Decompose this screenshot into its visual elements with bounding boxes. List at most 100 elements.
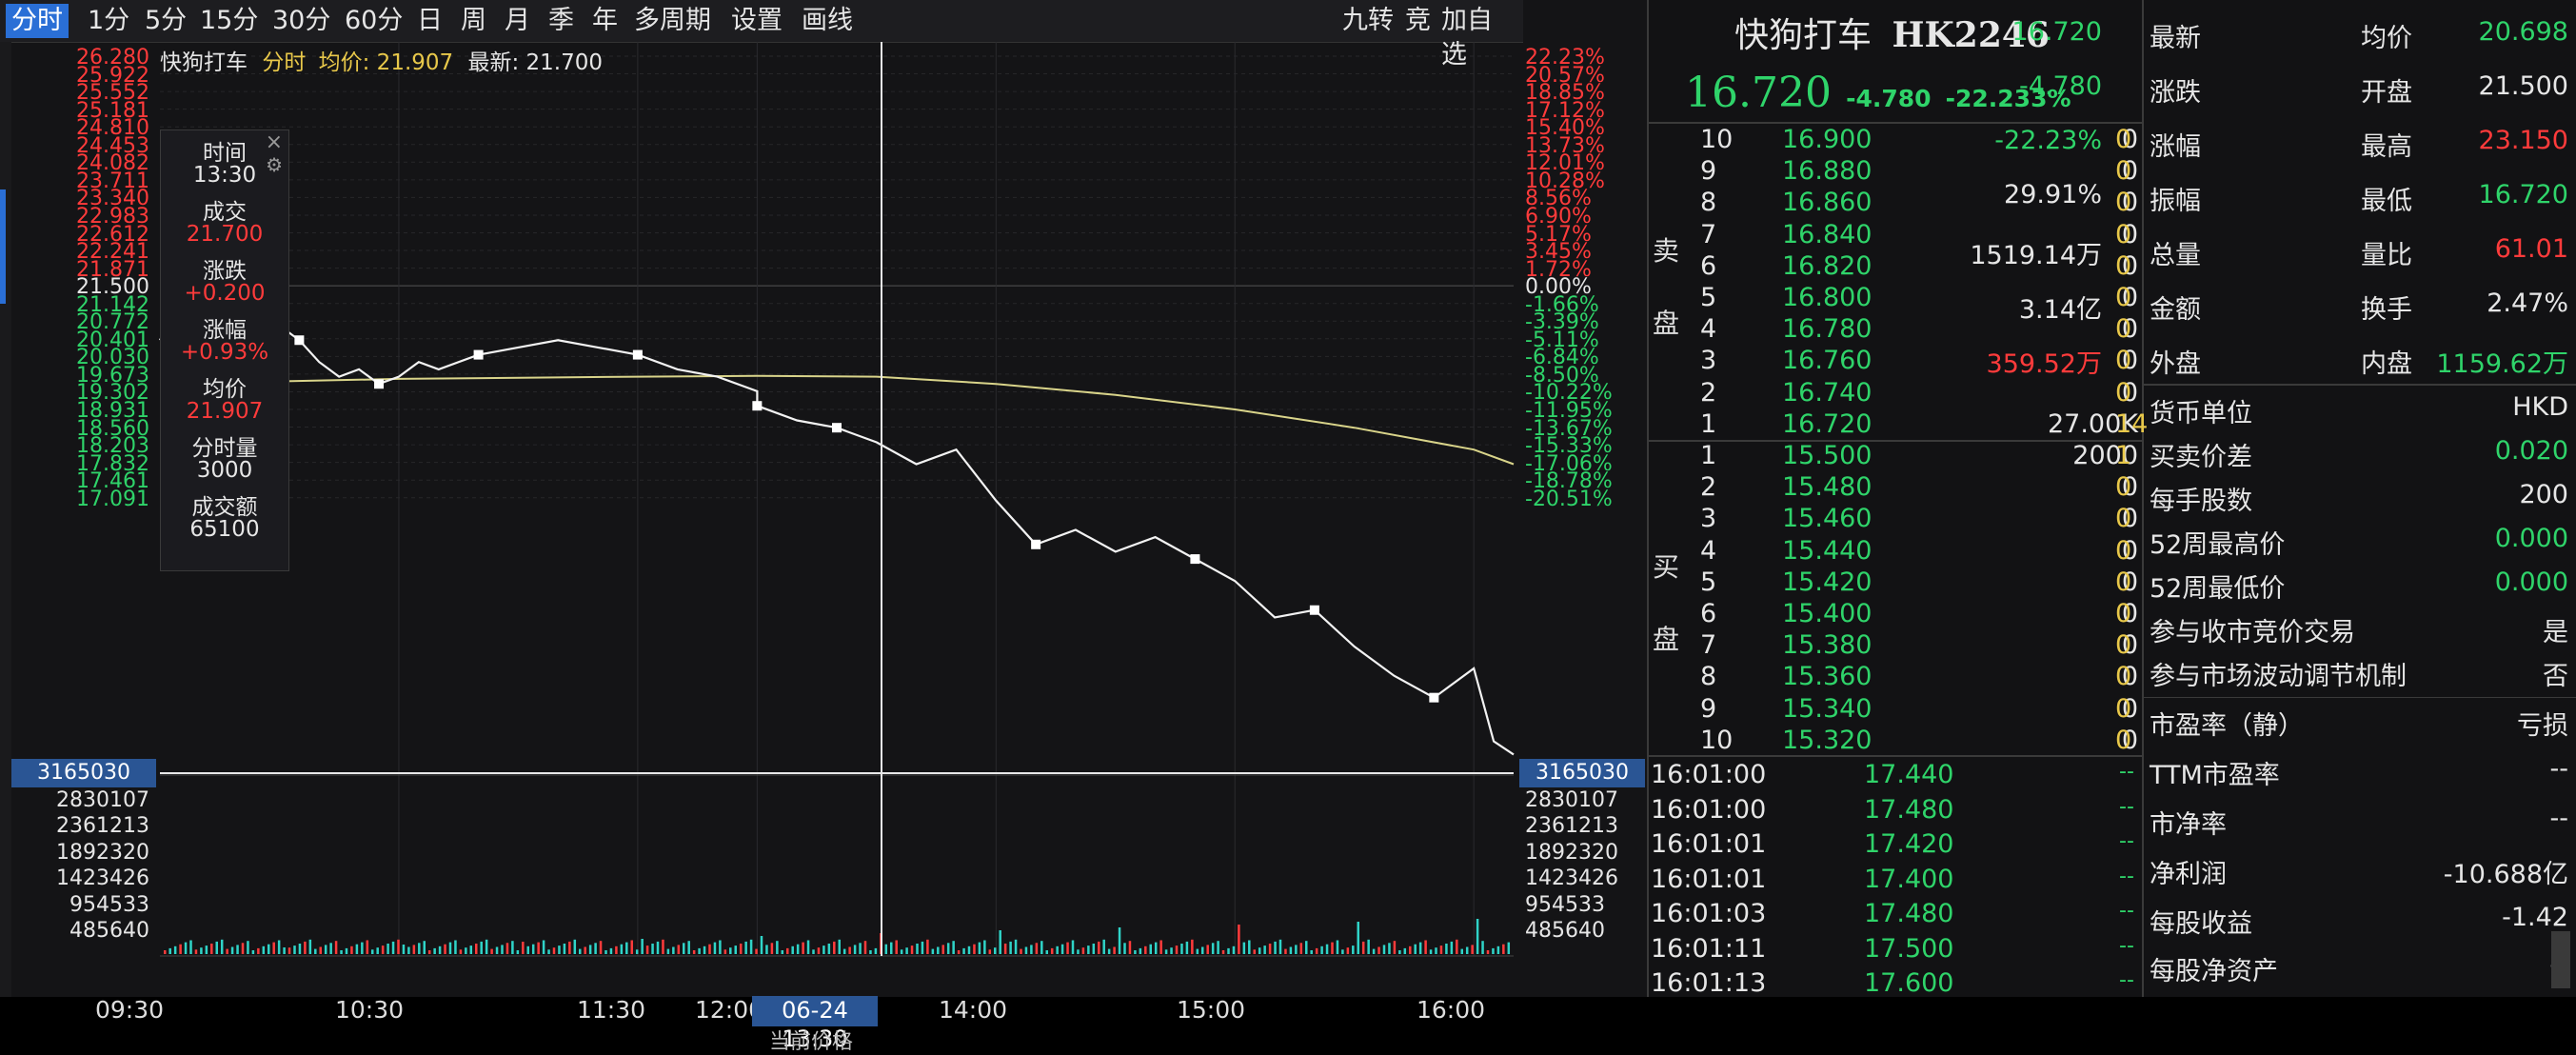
book-level: 10 — [1700, 125, 1734, 154]
volume-bar — [189, 940, 192, 954]
volume-bar — [475, 944, 478, 954]
volume-bar — [220, 939, 224, 954]
book-price[interactable]: 15.360 — [1782, 662, 1873, 692]
volume-bar — [1352, 946, 1355, 954]
volume-tick-right: 2830107 — [1525, 787, 1618, 812]
quote-change: -4.780 — [1846, 85, 1932, 112]
price-tick: 24.453 — [76, 133, 149, 158]
book-price[interactable]: 16.840 — [1782, 219, 1873, 249]
tab-15min[interactable]: 15分 — [200, 6, 259, 35]
left-edge-marker — [0, 189, 6, 304]
tab-settings[interactable]: 设置 — [731, 6, 783, 35]
intraday-chart[interactable]: 快狗打车 分时 均价: 21.907 最新: 21.700 26.280 25.9… — [0, 42, 1647, 1054]
volume-bar — [588, 945, 592, 954]
tick-flag: -- — [2119, 933, 2134, 958]
tab-5min[interactable]: 5分 — [145, 6, 188, 35]
volume-bar — [1268, 944, 1272, 954]
fundamental-value: 否 — [2543, 662, 2568, 691]
book-price[interactable]: 15.380 — [1782, 630, 1873, 661]
trade-marker — [1309, 605, 1319, 615]
book-count: 0 — [2115, 314, 2132, 345]
volume-bar — [1123, 943, 1126, 954]
book-count: 0 — [2115, 630, 2132, 661]
tab-draw[interactable]: 画线 — [802, 6, 853, 35]
volume-bar — [459, 949, 463, 954]
volume-bar — [749, 939, 753, 954]
book-price[interactable]: 15.400 — [1782, 599, 1873, 628]
volume-bar — [941, 945, 944, 954]
volume-bar — [910, 946, 914, 954]
volume-bar — [454, 940, 457, 954]
volume-bar — [962, 947, 965, 954]
book-price[interactable]: 16.740 — [1782, 377, 1873, 408]
book-price[interactable]: 16.820 — [1782, 250, 1873, 281]
book-price[interactable]: 16.760 — [1782, 346, 1873, 376]
volume-bar — [526, 946, 529, 954]
tab-day[interactable]: 日 — [417, 6, 443, 35]
tab-fenshi[interactable]: 分时 — [6, 4, 69, 38]
tab-month[interactable]: 月 — [505, 6, 530, 35]
volume-bar — [334, 941, 338, 954]
jiuzhuan-button[interactable]: 九转 — [1342, 6, 1394, 35]
scrollbar-thumb[interactable] — [2551, 931, 2570, 988]
volume-bar — [1180, 944, 1183, 954]
book-price[interactable]: 16.800 — [1782, 283, 1873, 312]
quote-panel: 快狗打车 HK2246 16.720 -4.780 -22.233% 10 16.… — [1647, 0, 2576, 998]
volume-bar — [1382, 945, 1386, 954]
tab-multi-period[interactable]: 多周期 — [634, 6, 711, 35]
close-icon[interactable]: × — [265, 130, 283, 154]
tab-quarter[interactable]: 季 — [548, 6, 574, 35]
book-price[interactable]: 15.320 — [1782, 725, 1873, 755]
book-price[interactable]: 15.420 — [1782, 567, 1873, 597]
book-price[interactable]: 16.880 — [1782, 156, 1873, 187]
book-level: 2 — [1700, 472, 1717, 503]
price-tick: 21.871 — [76, 257, 149, 282]
price-tick: 23.340 — [76, 187, 149, 211]
gear-icon[interactable]: ⚙ — [266, 153, 283, 176]
tab-60min[interactable]: 60分 — [345, 6, 404, 35]
volume-bar — [1206, 945, 1209, 954]
book-price[interactable]: 16.720 — [1782, 408, 1873, 439]
book-price[interactable]: 15.340 — [1782, 693, 1873, 724]
volume-bar — [869, 950, 872, 954]
volume-bar — [719, 940, 722, 954]
book-count: 0 — [2115, 662, 2132, 692]
volume-bar — [573, 939, 577, 954]
volume-tick: 485640 — [69, 919, 149, 943]
book-price[interactable]: 15.500 — [1782, 441, 1873, 470]
tooltip-change-value: +0.200 — [184, 281, 266, 306]
pct-tick: 22.23% — [1525, 46, 1605, 70]
book-price[interactable]: 15.460 — [1782, 504, 1873, 534]
tab-year[interactable]: 年 — [592, 6, 618, 35]
pct-tick: -15.33% — [1525, 434, 1613, 459]
volume-bar — [900, 949, 903, 954]
volume-bar — [677, 945, 681, 954]
book-price[interactable]: 16.780 — [1782, 314, 1873, 345]
fundamental-value: -- — [2549, 754, 2569, 784]
volume-bar — [168, 947, 171, 954]
pct-tick: -20.51% — [1525, 487, 1613, 511]
auction-button[interactable]: 竞 — [1405, 6, 1431, 35]
fundamental-value: -- — [2549, 804, 2569, 833]
book-volume: 0 — [2121, 314, 2138, 345]
tab-30min[interactable]: 30分 — [272, 6, 331, 35]
volume-bar — [345, 947, 348, 954]
chart-canvas[interactable] — [0, 42, 1647, 997]
volume-bar — [916, 944, 919, 954]
book-volume: 0 — [2121, 567, 2138, 597]
tab-1min[interactable]: 1分 — [88, 6, 130, 35]
stat-label: 涨跌 — [2150, 78, 2201, 108]
fundamental-value: 是 — [2543, 618, 2568, 647]
book-price[interactable]: 16.860 — [1782, 188, 1873, 218]
book-price[interactable]: 16.900 — [1782, 125, 1873, 154]
volume-bar — [1134, 950, 1137, 954]
tooltip-avg-label: 均价 — [203, 377, 247, 402]
volume-bar — [874, 947, 878, 954]
tab-week[interactable]: 周 — [461, 6, 486, 35]
volume-bar — [630, 940, 633, 954]
tooltip-deal-label: 成交 — [203, 200, 247, 225]
volume-bar — [412, 945, 416, 954]
add-watchlist-button[interactable]: 加自选 — [1441, 6, 1493, 70]
book-price[interactable]: 15.440 — [1782, 535, 1873, 566]
book-price[interactable]: 15.480 — [1782, 472, 1873, 503]
